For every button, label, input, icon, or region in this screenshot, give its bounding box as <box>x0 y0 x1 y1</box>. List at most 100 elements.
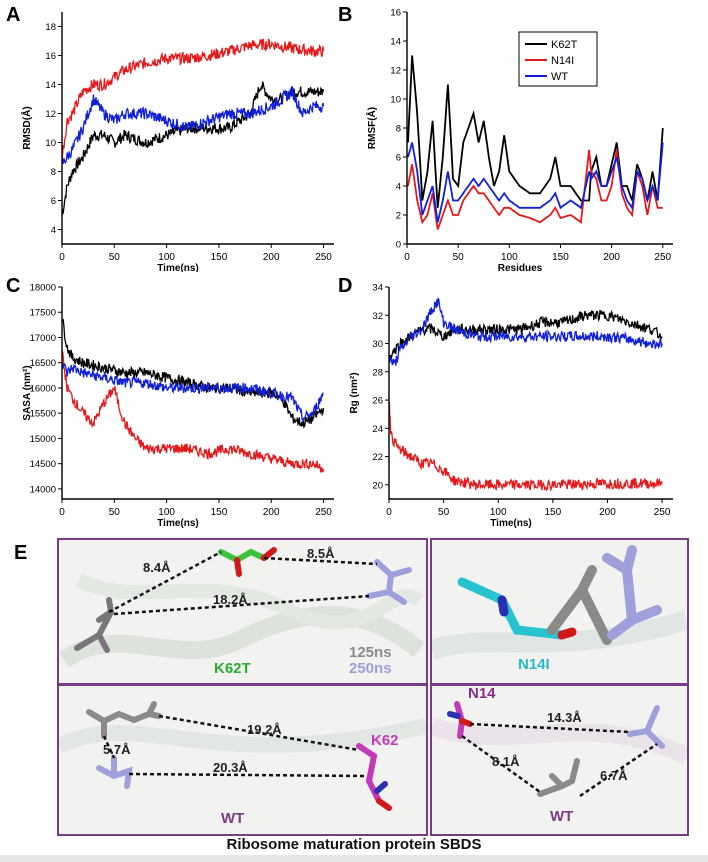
series-line-a-k62t <box>62 81 325 216</box>
series-line-c-n14i <box>62 350 325 473</box>
series-line-b-n14i <box>407 149 663 230</box>
x-tick-label: 0 <box>404 252 410 263</box>
y-tick-label: 26 <box>372 396 383 407</box>
chart-rg: 0 50 100 150 200 250 20 22 24 26 28 30 32 34 Time(ns) R… <box>349 283 673 529</box>
y-tick-label: 15000 <box>30 434 56 445</box>
wt-k62-residue-label: K62 <box>371 732 399 749</box>
x-tick-label: 250 <box>654 252 671 263</box>
k62t-distance-2: 8.5Å <box>307 546 335 561</box>
y-axis-label: Rg (nm²) <box>349 372 360 413</box>
y-tick-label: 2 <box>396 211 401 222</box>
y-tick-label: 12 <box>45 109 56 120</box>
y-tick-label: 4 <box>51 225 56 236</box>
y-tick-label: 14 <box>390 37 401 48</box>
chart-rmsd: 0 50 100 150 200 250 4 6 8 10 12 14 16 18 Time(ns) RMSD… <box>20 12 334 272</box>
k62t-distance-1: 8.4Å <box>143 560 171 575</box>
legend-250ns: 250ns <box>349 660 392 677</box>
wt-k62-distance-2: 5.7Å <box>103 742 131 757</box>
series-line-a-n14i <box>62 38 325 162</box>
x-tick-label: 150 <box>552 252 569 263</box>
wt-k62-distance-1: 19.2Å <box>247 722 282 737</box>
y-tick-label: 17500 <box>30 308 56 319</box>
structure-k62t-drawing <box>59 547 425 668</box>
wt-right-label: WT <box>550 808 574 825</box>
y-tick-label: 16 <box>45 51 56 62</box>
y-tick-label: 16000 <box>30 383 56 394</box>
x-tick-label: 0 <box>386 507 392 518</box>
x-axis-label: Residues <box>498 263 543 272</box>
wt-left-label: WT <box>221 810 245 827</box>
wt-n14-distance-2: 8.1Å <box>492 754 520 769</box>
y-tick-label: 16 <box>390 8 401 19</box>
x-tick-label: 150 <box>545 507 562 518</box>
wt-n14-distance-1: 14.3Å <box>547 710 582 725</box>
structure-wt-k62-drawing <box>59 701 426 811</box>
y-tick-label: 24 <box>372 424 383 435</box>
y-tick-label: 0 <box>396 240 401 251</box>
legend-label-n14i: N14I <box>551 55 574 67</box>
y-tick-label: 16500 <box>30 358 56 369</box>
x-tick-label: 100 <box>158 507 175 518</box>
panel-letter-a: A <box>6 4 21 26</box>
x-tick-label: 200 <box>603 252 620 263</box>
x-tick-label: 150 <box>211 507 228 518</box>
k62t-label: K62T <box>214 660 251 677</box>
legend-125ns: 125ns <box>349 644 392 661</box>
y-tick-label: 22 <box>372 452 383 463</box>
x-tick-label: 200 <box>263 252 280 263</box>
k62t-distance-3: 18.2Å <box>213 592 248 607</box>
axes-d <box>388 287 673 500</box>
x-tick-label: 50 <box>109 507 121 518</box>
x-tick-label: 250 <box>315 507 332 518</box>
panel-letter-b: B <box>338 4 353 26</box>
y-tick-label: 8 <box>51 167 56 178</box>
y-tick-label: 32 <box>372 311 383 322</box>
wt-n14-residue-label: N14 <box>468 685 496 702</box>
legend-label-wt: WT <box>551 71 568 83</box>
y-tick-label: 18000 <box>30 283 56 294</box>
x-axis-label: Time(ns) <box>157 263 199 272</box>
x-axis-label: Time(ns) <box>157 518 199 529</box>
y-tick-label: 28 <box>372 367 383 378</box>
y-tick-label: 14 <box>45 80 56 91</box>
y-tick-label: 15500 <box>30 409 56 420</box>
x-tick-label: 100 <box>158 252 175 263</box>
chart-sasa: 0 50 100 150 200 250 14000 14500 15000 15500 16000… <box>22 283 334 529</box>
x-tick-label: 100 <box>490 507 507 518</box>
series-line-d-k62t <box>389 309 663 361</box>
figure-caption: Ribosome maturation protein SBDS <box>226 836 482 853</box>
y-tick-label: 8 <box>396 124 401 135</box>
panel-letter-c: C <box>6 275 21 297</box>
n14i-label: N14I <box>518 656 550 673</box>
y-tick-label: 6 <box>51 196 56 207</box>
bottom-strip <box>0 855 708 862</box>
structure-k62t-box: 8.4Å 8.5Å 18.2Å K62T 125ns 250ns <box>57 538 428 685</box>
x-tick-label: 200 <box>263 507 280 518</box>
y-tick-label: 4 <box>396 182 401 193</box>
series-line-d-n14i <box>389 401 663 492</box>
wt-k62-distance-3: 20.3Å <box>213 760 248 775</box>
y-axis-label: RMSD(Å) <box>20 106 33 149</box>
x-tick-label: 250 <box>315 252 332 263</box>
structure-wt-n14-drawing <box>432 701 687 798</box>
legend-label-k62t: K62T <box>551 39 578 51</box>
x-tick-label: 50 <box>109 252 121 263</box>
series-line-a-wt <box>62 86 325 165</box>
panel-letter-d: D <box>338 275 353 297</box>
y-tick-label: 17000 <box>30 333 56 344</box>
y-axis-label: SASA (nm²) <box>22 365 33 420</box>
y-tick-label: 10 <box>45 138 56 149</box>
x-tick-label: 150 <box>211 252 228 263</box>
x-tick-label: 0 <box>59 507 65 518</box>
y-tick-label: 6 <box>396 153 401 164</box>
x-tick-label: 100 <box>501 252 518 263</box>
structure-n14i-drawing <box>432 545 687 660</box>
series-line-c-wt <box>62 362 324 423</box>
x-tick-label: 50 <box>438 507 450 518</box>
y-tick-label: 30 <box>372 339 383 350</box>
series-line-c-k62t <box>62 318 325 429</box>
y-tick-label: 14000 <box>30 484 56 495</box>
y-tick-label: 20 <box>372 480 383 491</box>
structure-wt-k62-box: 19.2Å 5.7Å 20.3Å K62 WT <box>57 684 428 836</box>
y-tick-label: 10 <box>390 95 401 106</box>
